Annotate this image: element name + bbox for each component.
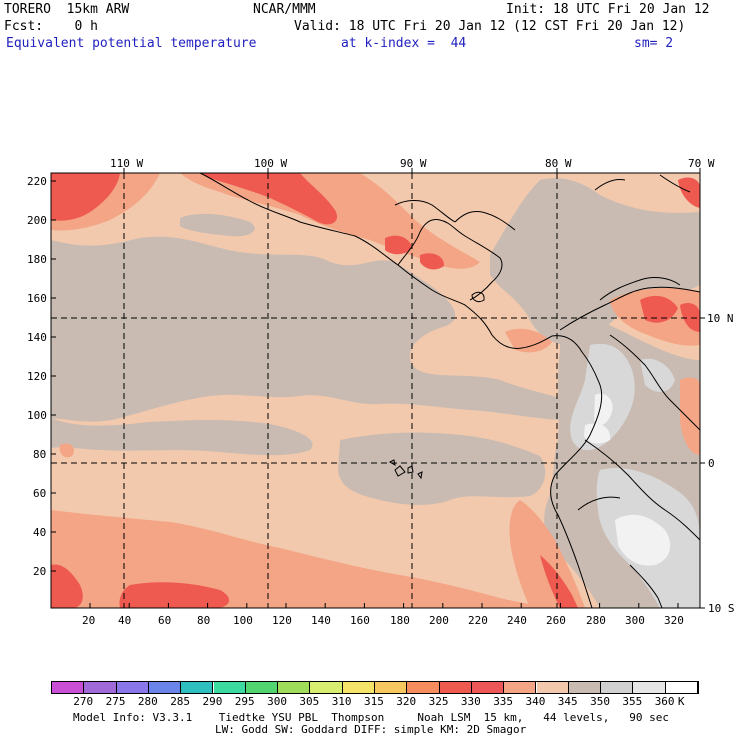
y-tick-80: 80 [33, 448, 47, 461]
graticule [51, 173, 700, 608]
colorbar-label: 295 [234, 695, 255, 708]
model-info: Model Info: V3.3.1 Tiedtke YSU PBL Thomp… [73, 711, 670, 724]
valid-time: Valid: 18 UTC Fri 20 Jan 12 (12 CST Fri … [294, 19, 686, 34]
colorbar-swatch [471, 682, 505, 693]
colorbar-swatch [181, 682, 214, 693]
y-tick-120: 120 [27, 370, 47, 383]
x-tick-320: 320 [664, 614, 684, 627]
lon-label-90w: 90 W [400, 157, 427, 170]
lon-label-100w: 100 W [254, 157, 288, 170]
x-tick-80: 80 [197, 614, 211, 627]
colorbar-swatch [148, 682, 182, 693]
colorbar [51, 681, 699, 694]
lat-label-10n: 10 N [707, 312, 734, 325]
y-tick-160: 160 [27, 292, 47, 305]
y-tick-140: 140 [27, 331, 47, 344]
colorbar-swatch [342, 682, 375, 693]
lon-label-110w: 110 W [110, 157, 144, 170]
colorbar-swatch [84, 682, 117, 693]
x-tick-180: 180 [390, 614, 410, 627]
field-red-regions [51, 173, 700, 608]
init-time: Init: 18 UTC Fri 20 Jan 12 [506, 2, 710, 17]
colorbar-label: 355 [622, 695, 643, 708]
y-tick-200: 200 [27, 214, 47, 227]
colorbar-label: 310 [331, 695, 352, 708]
colorbar-label: 325 [428, 695, 449, 708]
organization: NCAR/MMM [253, 2, 316, 17]
colorbar-swatch [213, 682, 246, 693]
colorbar-label: 275 [105, 695, 126, 708]
colorbar-swatch [439, 682, 472, 693]
x-tick-120: 120 [272, 614, 292, 627]
y-tick-100: 100 [27, 409, 47, 422]
colorbar-swatch [504, 682, 537, 693]
model-name: TORERO 15km ARW [4, 2, 130, 17]
colorbar-swatch [568, 682, 602, 693]
x-tick-240: 240 [507, 614, 527, 627]
colorbar-label: 280 [137, 695, 158, 708]
field-name: Equivalent potential temperature [6, 36, 257, 51]
lon-label-70w: 70 W [688, 157, 715, 170]
lat-label-10s: 10 S [708, 602, 735, 615]
colorbar-swatch [633, 682, 666, 693]
colorbar-label: 345 [557, 695, 578, 708]
physics-info: LW: Godd SW: Goddard DIFF: simple KM: 2D… [215, 723, 527, 736]
lat-label-0: 0 [708, 457, 715, 470]
y-tick-20: 20 [33, 565, 47, 578]
x-tick-140: 140 [311, 614, 331, 627]
x-tick-300: 300 [625, 614, 645, 627]
colorbar-label: 315 [364, 695, 384, 708]
x-tick-40: 40 [118, 614, 132, 627]
colorbar-label: 330 [460, 695, 481, 708]
domain-frame [50, 172, 701, 609]
x-tick-220: 220 [468, 614, 488, 627]
colorbar-swatch [310, 682, 343, 693]
colorbar-swatch [116, 682, 149, 693]
colorbar-swatch [278, 682, 311, 693]
colorbar-label: 360 [654, 695, 675, 708]
x-tick-160: 160 [350, 614, 370, 627]
colorbar-label: 300 [267, 695, 287, 708]
x-tick-200: 200 [429, 614, 449, 627]
colorbar-label: 270 [73, 695, 94, 708]
colorbar-swatch [665, 682, 698, 693]
colorbar-label: 350 [590, 695, 610, 708]
smoothing-info: sm= 2 [634, 36, 674, 51]
lon-label-80w: 80 W [545, 157, 572, 170]
field-gray-regions [51, 178, 700, 608]
colorbar-label: 340 [525, 695, 546, 708]
colorbar-label: 290 [202, 695, 223, 708]
field-white-regions [584, 393, 671, 566]
x-tick-260: 260 [546, 614, 566, 627]
y-tick-220: 220 [27, 175, 47, 188]
colorbar-label: K [677, 695, 685, 708]
colorbar-label: 320 [396, 695, 417, 708]
colorbar-label: 285 [170, 695, 191, 708]
x-tick-60: 60 [158, 614, 172, 627]
forecast-hour: Fcst: 0 h [4, 19, 98, 34]
colorbar-swatch [601, 682, 634, 693]
colorbar-label: 305 [299, 695, 320, 708]
colorbar-label: 335 [493, 695, 514, 708]
colorbar-swatch [52, 682, 85, 693]
colorbar-swatch [536, 682, 569, 693]
y-tick-180: 180 [27, 253, 47, 266]
level-info: at k-index = 44 [341, 36, 467, 51]
coastlines [199, 172, 701, 609]
y-tick-60: 60 [33, 487, 47, 500]
colorbar-swatch [245, 682, 279, 693]
colorbar-swatch [407, 682, 440, 693]
x-tick-280: 280 [586, 614, 606, 627]
x-tick-100: 100 [233, 614, 253, 627]
x-tick-20: 20 [82, 614, 96, 627]
colorbar-swatch [375, 682, 408, 693]
tick-marks [51, 168, 705, 609]
y-tick-40: 40 [33, 526, 47, 539]
